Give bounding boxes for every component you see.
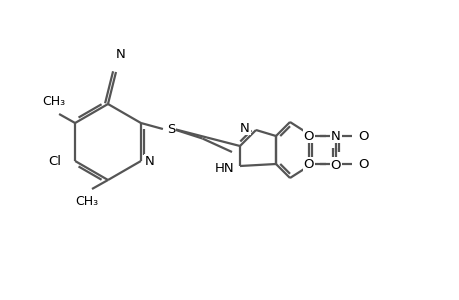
Text: HN: HN bbox=[214, 161, 234, 175]
Text: N: N bbox=[330, 130, 340, 142]
Text: O: O bbox=[357, 130, 368, 142]
Text: Cl: Cl bbox=[48, 154, 61, 167]
Text: N: N bbox=[240, 122, 249, 134]
Text: O: O bbox=[357, 158, 368, 170]
Text: O: O bbox=[330, 128, 341, 141]
Text: N: N bbox=[145, 154, 154, 167]
Text: N: N bbox=[116, 48, 126, 61]
Text: O: O bbox=[303, 158, 313, 170]
Text: CH₃: CH₃ bbox=[42, 95, 66, 108]
Text: S: S bbox=[167, 122, 175, 136]
Text: N: N bbox=[330, 158, 340, 170]
Text: O: O bbox=[330, 159, 341, 172]
Text: O: O bbox=[303, 130, 313, 142]
Text: CH₃: CH₃ bbox=[75, 195, 98, 208]
